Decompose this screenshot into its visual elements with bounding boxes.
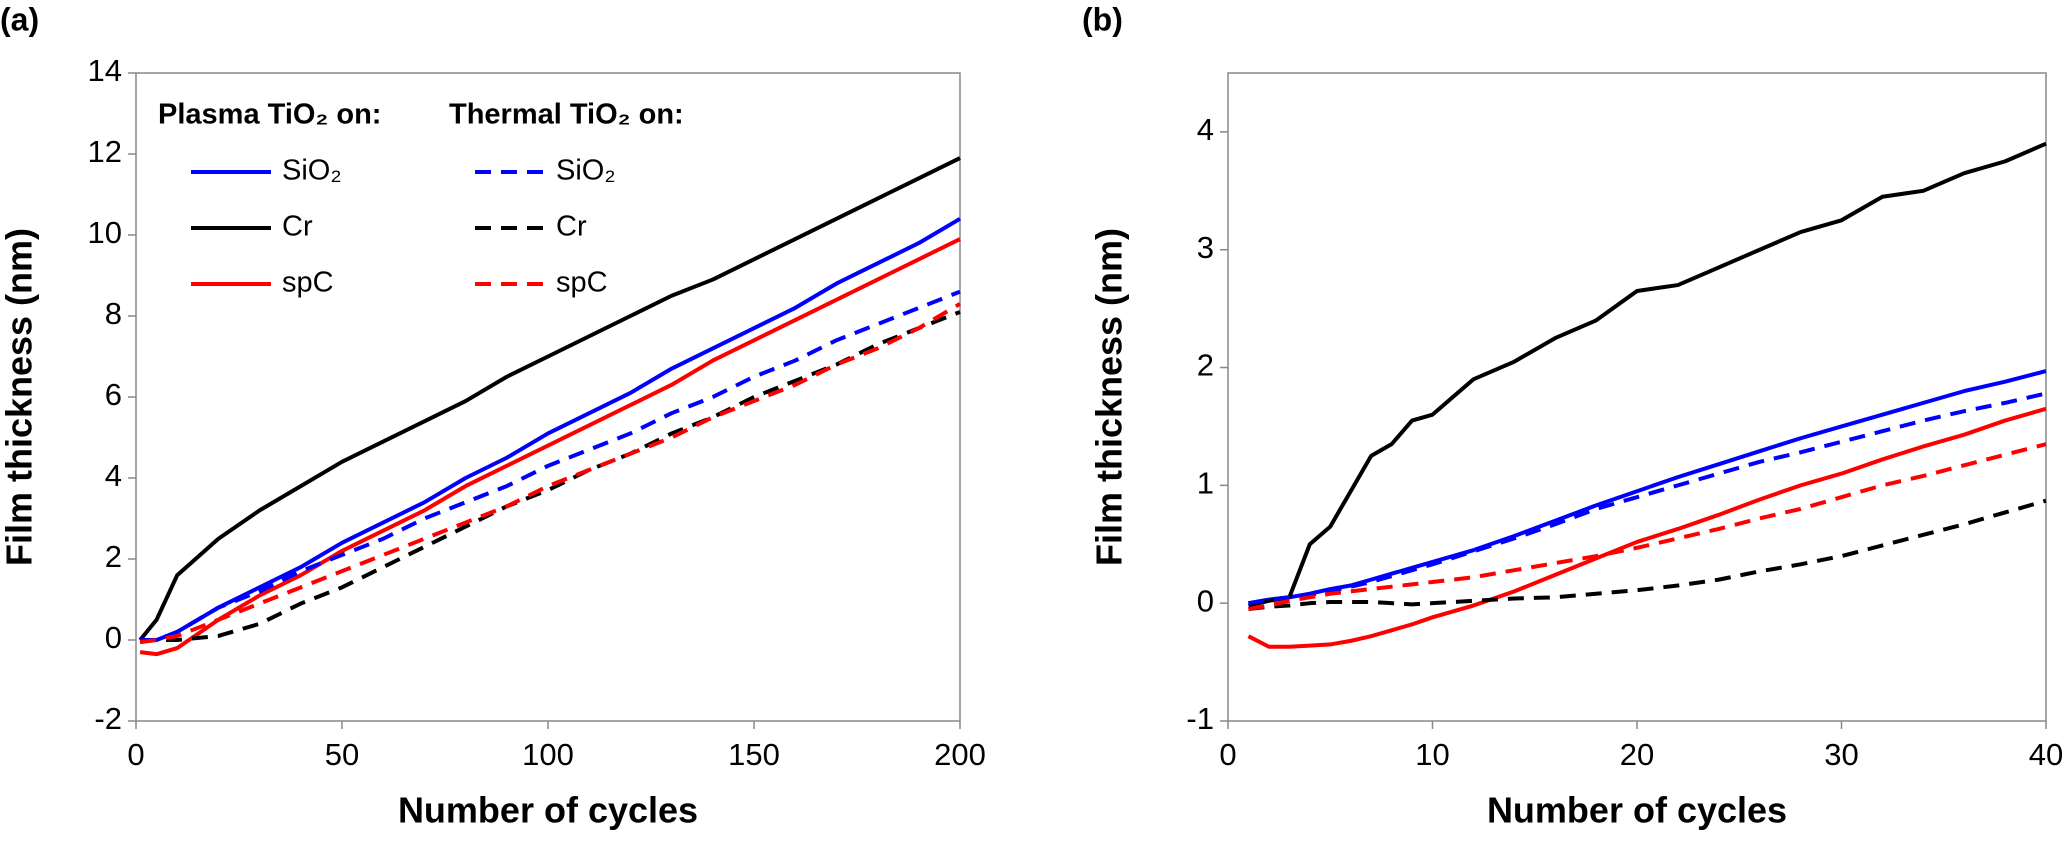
y-axis-label: Film thickness (nm): [1089, 228, 1130, 566]
y-tick-label: 2: [1197, 348, 1214, 383]
y-tick-label: 4: [105, 458, 122, 493]
x-tick-label: 50: [325, 737, 359, 772]
data-line: [1248, 141, 2047, 608]
x-tick-label: 30: [1824, 737, 1858, 772]
x-tick-label: 0: [1219, 737, 1236, 772]
x-axis-label: Number of cycles: [1487, 790, 1787, 831]
y-tick-label: 0: [105, 620, 122, 655]
legend-header: Plasma TiO₂ on:: [158, 99, 381, 131]
legend-label: SiO₂: [282, 155, 342, 187]
panel-label: (b): [1082, 1, 1123, 37]
legend-label: SiO₂: [556, 155, 616, 187]
panel-label: (a): [0, 1, 39, 37]
y-tick-label: 3: [1197, 230, 1214, 265]
data-line: [140, 217, 962, 642]
x-tick-label: 200: [934, 737, 986, 772]
y-tick-label: -1: [1186, 701, 1214, 736]
y-tick-label: -2: [94, 701, 122, 736]
y-tick-label: 10: [88, 215, 122, 250]
legend-label: spC: [556, 267, 608, 299]
data-line: [1247, 406, 2047, 649]
x-tick-label: 100: [522, 737, 574, 772]
x-tick-label: 20: [1620, 737, 1654, 772]
data-line: [1248, 498, 2047, 612]
y-tick-label: 1: [1197, 466, 1214, 501]
y-tick-label: 12: [88, 134, 122, 169]
data-line: [139, 302, 962, 645]
y-tick-label: 14: [88, 53, 122, 88]
data-line: [1248, 442, 2047, 612]
data-line: [1248, 391, 2047, 606]
y-axis-label: Film thickness (nm): [0, 228, 40, 566]
y-tick-label: 2: [105, 539, 122, 574]
legend-label: Cr: [556, 211, 587, 243]
plot-frame: [1227, 72, 2047, 722]
y-tick-label: 6: [105, 377, 122, 412]
data-line: [138, 156, 961, 642]
data-line: [1248, 369, 2047, 606]
x-axis-label: Number of cycles: [398, 790, 698, 831]
legend-header: Thermal TiO₂ on:: [449, 99, 684, 131]
y-tick-label: 8: [105, 296, 122, 331]
data-line: [140, 289, 961, 642]
x-tick-label: 150: [728, 737, 780, 772]
x-tick-label: 10: [1415, 737, 1449, 772]
x-tick-label: 0: [127, 737, 144, 772]
legend-label: Cr: [282, 211, 313, 243]
data-line: [139, 237, 961, 657]
legend-label: spC: [282, 267, 334, 299]
y-tick-label: 4: [1197, 112, 1214, 147]
x-tick-label: 40: [2029, 737, 2063, 772]
y-tick-label: 0: [1197, 583, 1214, 618]
